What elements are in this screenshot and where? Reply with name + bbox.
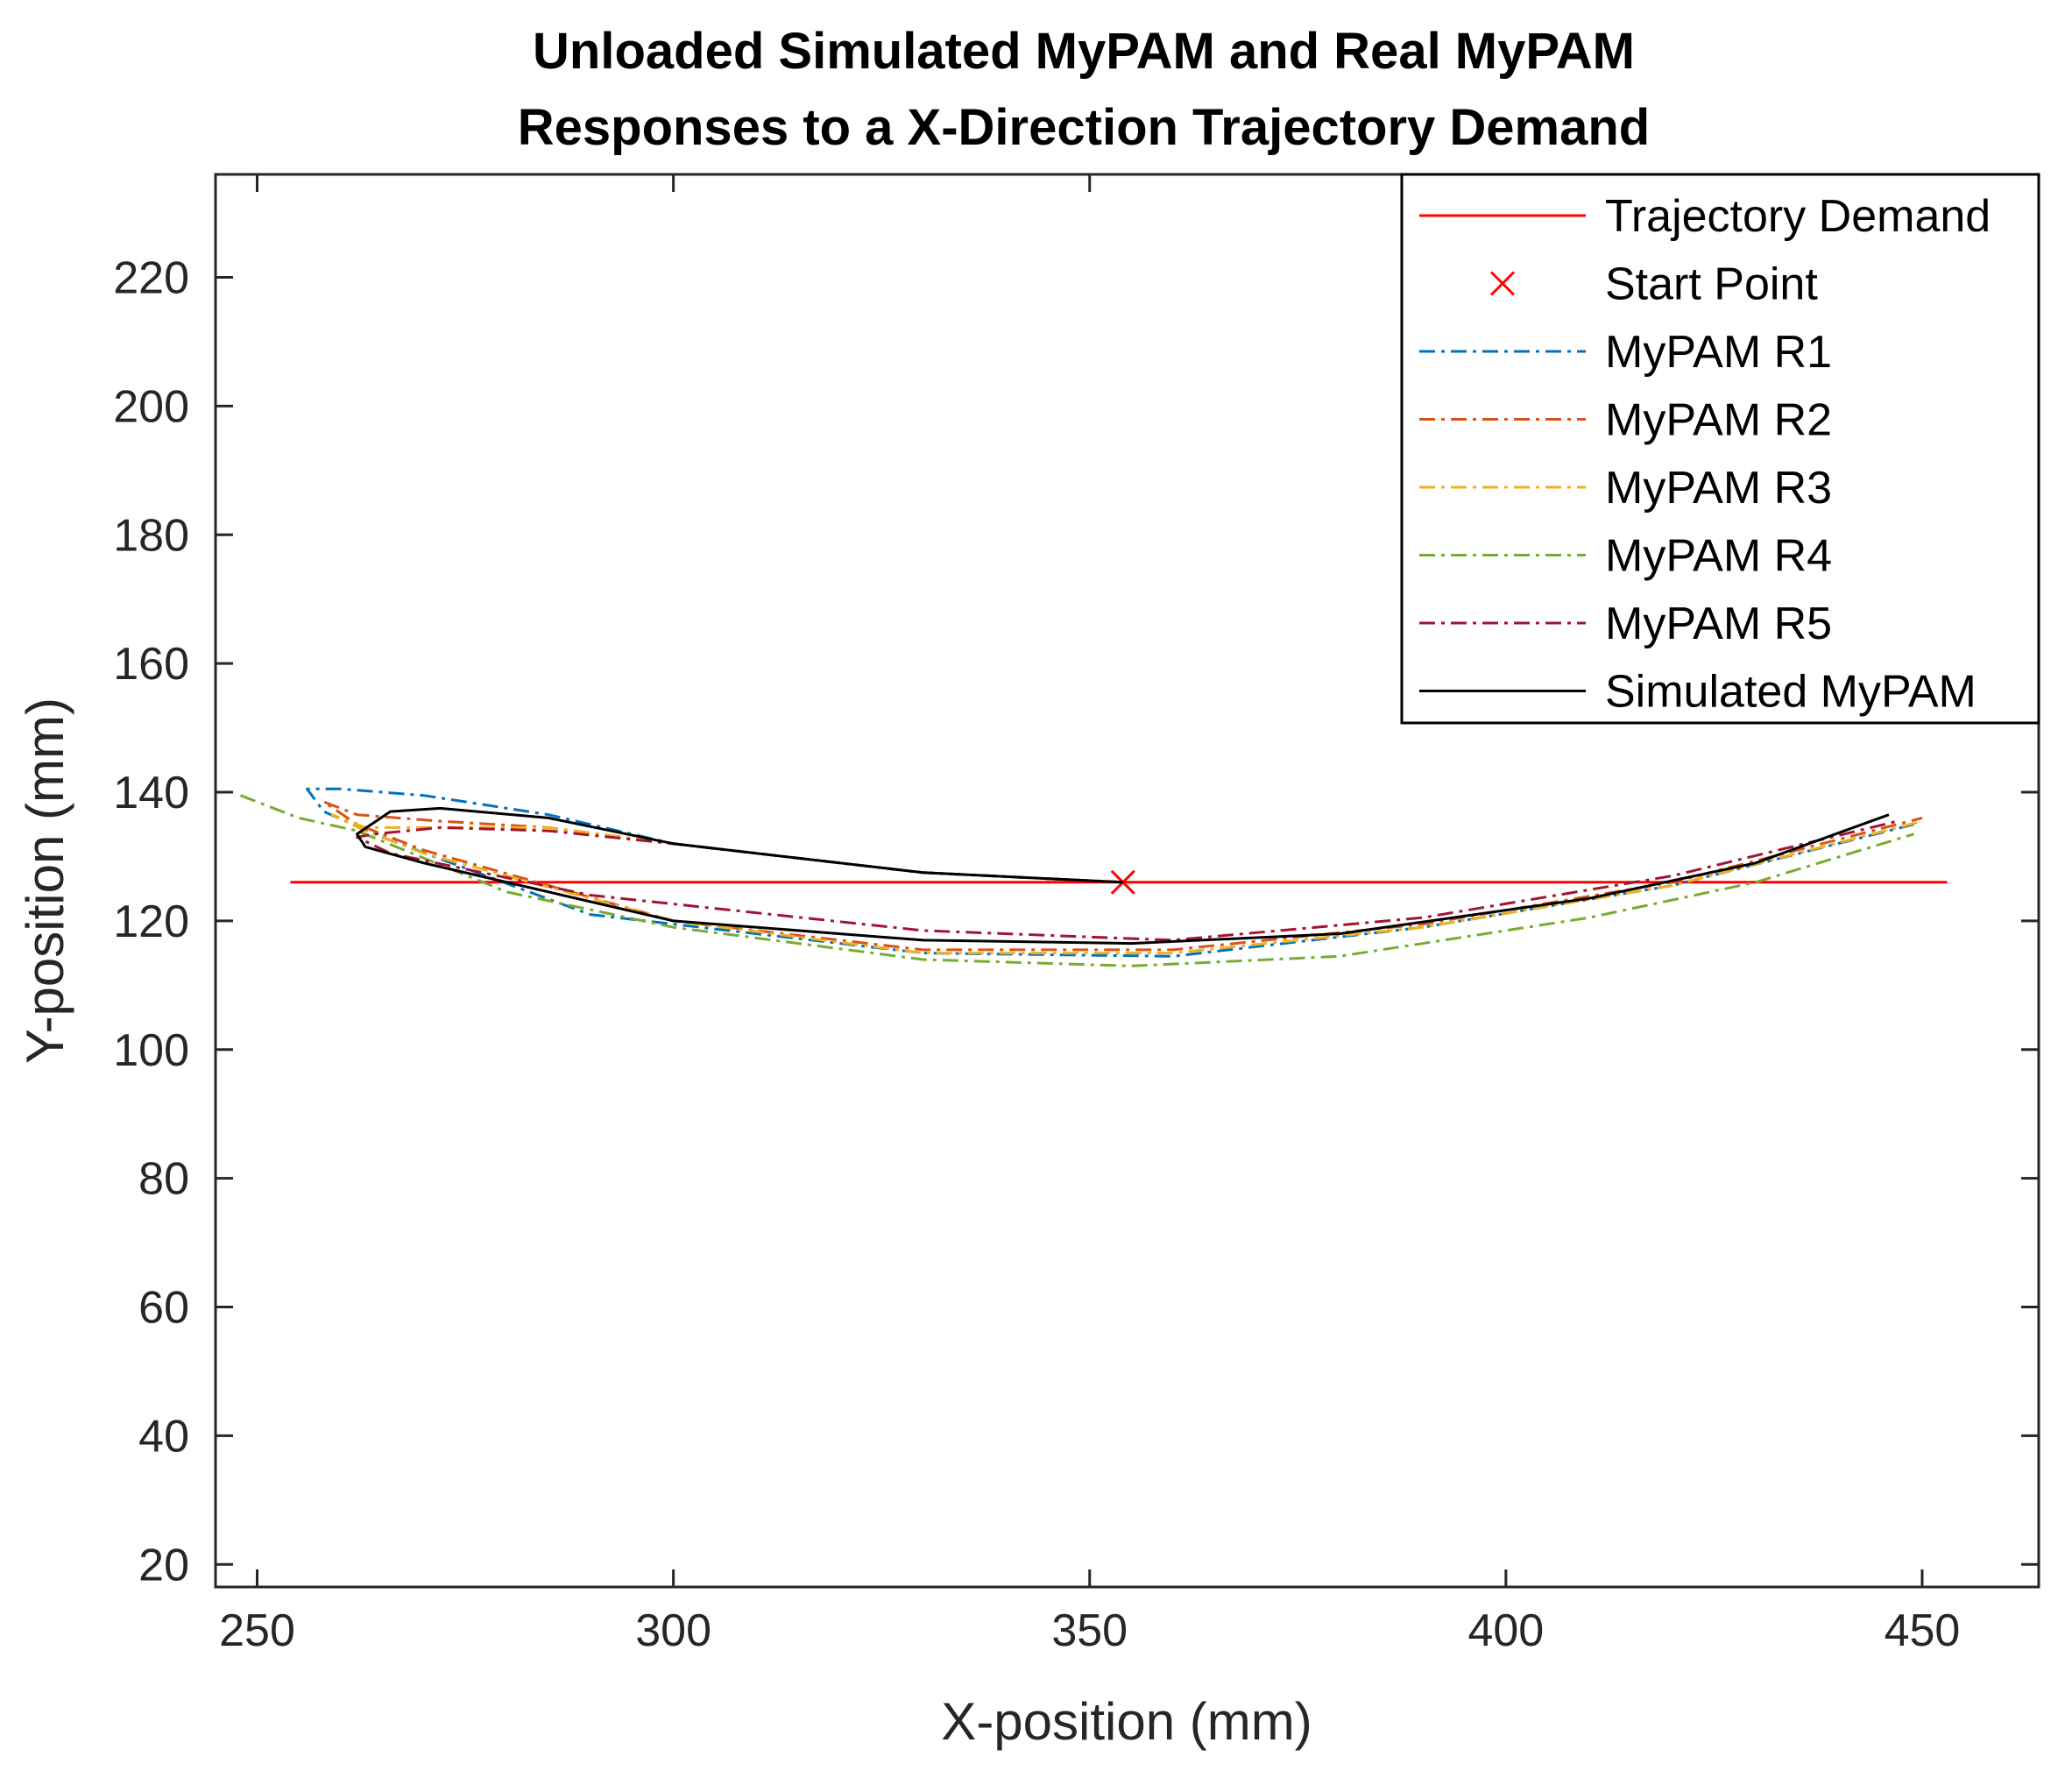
legend-label-start-point: Start Point [1605, 259, 1818, 310]
x-tick-label: 350 [1051, 1605, 1128, 1656]
y-tick-label: 60 [138, 1283, 189, 1334]
legend: Trajectory Demand Start Point MyPAM R1 MyPA… [1400, 173, 2040, 725]
legend-label-simulated-mypam: Simulated MyPAM [1605, 667, 1977, 718]
legend-label-mypam-r4: MyPAM R4 [1605, 531, 1832, 582]
x-tick-label: 250 [219, 1605, 295, 1656]
series-line-simulated-mypam [356, 806, 1890, 946]
legend-label-mypam-r5: MyPAM R5 [1605, 599, 1832, 649]
start-point-marker [1110, 869, 1135, 895]
x-tick-label: 450 [1885, 1605, 1961, 1656]
series-group [239, 787, 1948, 967]
y-axis-label: Y-position (mm) [16, 698, 74, 1064]
chart-title-line-2: Responses to a X-Direction Trajectory De… [518, 99, 1650, 156]
series-line-mypam-r4 [239, 794, 1914, 967]
legend-box [1400, 173, 2040, 725]
legend-label-trajectory-demand: Trajectory Demand [1605, 191, 1991, 242]
x-axis-label: X-position (mm) [941, 1692, 1312, 1751]
y-tick-label: 120 [113, 896, 189, 947]
y-tick-label: 140 [113, 768, 189, 818]
x-tick-label: 400 [1467, 1605, 1544, 1656]
legend-label-mypam-r3: MyPAM R3 [1605, 463, 1832, 514]
series-line-mypam-r5 [356, 819, 1898, 942]
y-tick-label: 100 [113, 1025, 189, 1076]
y-tick-label: 40 [138, 1411, 189, 1462]
series-line-mypam-r3 [330, 813, 1923, 955]
start-point-marker-stroke [1110, 869, 1135, 895]
x-tick-label: 300 [635, 1605, 711, 1656]
y-tick-label: 220 [113, 253, 189, 304]
legend-label-mypam-r1: MyPAM R1 [1605, 327, 1832, 378]
y-tick-label: 160 [113, 639, 189, 690]
y-tick-label: 200 [113, 381, 189, 432]
chart-title-line-1: Unloaded Simulated MyPAM and Real MyPAM [533, 23, 1635, 80]
y-tick-label: 80 [138, 1154, 189, 1205]
y-tick-label: 180 [113, 510, 189, 561]
legend-label-mypam-r2: MyPAM R2 [1605, 395, 1832, 446]
y-tick-label: 20 [138, 1540, 189, 1590]
axis-ticks: 250 300 350 400 450 20 40 60 80 100 120 140 160 180 20… [113, 174, 2039, 1656]
legend-swatch-start-point [1489, 271, 1516, 296]
